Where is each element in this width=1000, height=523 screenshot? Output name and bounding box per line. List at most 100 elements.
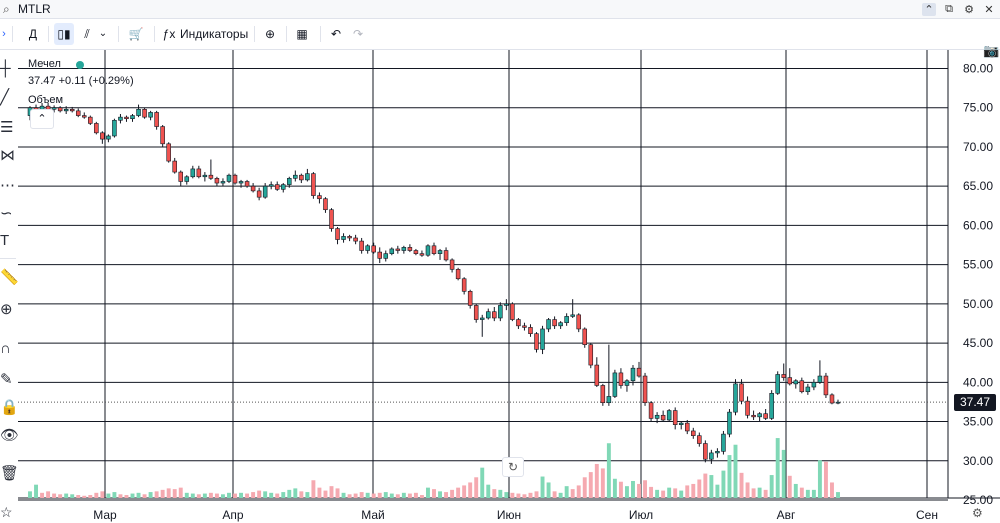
candle (660, 410, 666, 422)
candle (287, 176, 292, 188)
legend-collapse-icon[interactable]: ⌃ (30, 109, 54, 129)
reset-chart-icon[interactable]: ↻ (502, 457, 524, 477)
candle (504, 299, 509, 311)
candle (305, 168, 310, 182)
cart-icon[interactable]: 🛒 (128, 27, 144, 41)
indicators-icon[interactable]: ƒx (162, 27, 176, 41)
symbol-bar: ⌕ MTLR ⌃ ⧉ ⚙ ✕ (0, 0, 1000, 19)
ruler-icon[interactable]: 📏 (0, 269, 19, 286)
magnet-icon[interactable]: ∩ (0, 340, 11, 357)
volume-legend[interactable]: Объем (28, 94, 64, 106)
search-icon[interactable]: ⌕ (3, 2, 10, 16)
volume-bar (88, 495, 93, 498)
volume-bar (130, 493, 135, 498)
close-icon[interactable]: ✕ (984, 3, 994, 16)
candle (124, 115, 129, 122)
volume-bar (305, 492, 310, 498)
candle (769, 390, 774, 420)
text-icon[interactable]: T (0, 232, 10, 249)
volume-bar (395, 494, 400, 498)
camera-icon[interactable]: 📷 (983, 43, 1000, 58)
candle (341, 233, 346, 243)
candle (697, 432, 702, 447)
volume-bar (823, 461, 828, 498)
lock-icon[interactable]: 🔒 (0, 399, 19, 416)
volume-bar (178, 487, 183, 498)
trend-line-icon[interactable]: ╱ (0, 89, 10, 106)
volume-bar (293, 488, 298, 498)
candle (600, 383, 606, 406)
volume-bar (371, 493, 376, 498)
indicators-button[interactable]: Индикаторы (180, 27, 249, 41)
candle (781, 363, 786, 381)
candle (594, 357, 600, 388)
chart-type-icon[interactable]: ⫽ (84, 27, 90, 41)
brush-icon[interactable]: ∽ (0, 205, 13, 222)
price-tick-label: 80.00 (963, 62, 993, 76)
volume-bar (522, 494, 527, 498)
collapse-icon[interactable]: ⌃ (922, 2, 936, 16)
volume-bar (775, 438, 780, 498)
volume-bar (251, 492, 256, 498)
candle (148, 110, 153, 121)
volume-bar (220, 494, 225, 498)
volume-bar (118, 494, 123, 498)
volume-bar (450, 489, 455, 498)
candle (823, 372, 829, 399)
time-axis: Мар Апр Май Июн Июл Авг Сен (93, 508, 938, 522)
time-tick-label: Авг (777, 508, 796, 522)
redo-icon[interactable]: ↷ (352, 27, 364, 41)
add-icon[interactable]: ⊕ (264, 27, 276, 41)
volume-bar (655, 489, 660, 498)
candle (666, 408, 672, 422)
volume-bar (353, 493, 358, 498)
volume-bar (703, 473, 708, 498)
layout-grid-icon[interactable]: ▦ (296, 27, 308, 41)
volume-bar (769, 475, 774, 498)
volume-bar (540, 476, 545, 498)
symbol-input[interactable]: MTLR (18, 2, 51, 16)
candle (630, 365, 636, 386)
scale-settings-icon[interactable]: ⚙ (972, 506, 983, 520)
interval-button[interactable]: Д (28, 27, 38, 41)
zoom-in-icon[interactable]: ⊕ (0, 301, 13, 318)
candle (479, 314, 485, 337)
candle (214, 176, 220, 187)
volume-bar (413, 492, 418, 498)
volume-bar (697, 479, 702, 498)
chevron-down-icon[interactable]: ⌄ (98, 28, 108, 39)
crosshair-icon[interactable]: ┼ (0, 60, 11, 77)
trash-icon[interactable]: 🗑 (0, 465, 20, 482)
volume-bar (558, 492, 563, 498)
gear-icon[interactable]: ⚙ (964, 3, 974, 16)
volume-bar (287, 489, 292, 498)
pitchfork-icon[interactable]: ⋈ (0, 147, 15, 164)
candle (268, 181, 274, 190)
restore-icon[interactable]: ⧉ (945, 2, 953, 15)
candle (136, 104, 141, 118)
pencil-lock-icon[interactable]: ✎ (0, 371, 13, 388)
undo-icon[interactable]: ↶ (330, 27, 342, 41)
candle (558, 321, 563, 329)
candles-icon[interactable]: ▯▮ (54, 23, 74, 45)
candle (323, 197, 328, 213)
candle (510, 302, 515, 322)
channel-icon[interactable]: ⋯ (0, 177, 15, 194)
eye-icon[interactable]: 👁 (0, 427, 20, 444)
candle (196, 165, 202, 179)
candle (624, 379, 630, 392)
volume-bar (154, 491, 159, 498)
favorites-icon[interactable]: ☆ (0, 504, 13, 520)
volume-bar (552, 491, 557, 498)
horizontal-lines-icon[interactable]: ☰ (0, 119, 14, 136)
candle (449, 258, 455, 273)
candle (359, 237, 364, 254)
volume-bar (600, 468, 605, 498)
candle (208, 159, 214, 180)
toolbar-collapse-icon[interactable]: › (2, 28, 6, 40)
candle (413, 248, 419, 256)
candle (329, 208, 334, 232)
price-tick-label: 65.00 (963, 179, 993, 193)
volume-bar (426, 487, 430, 498)
